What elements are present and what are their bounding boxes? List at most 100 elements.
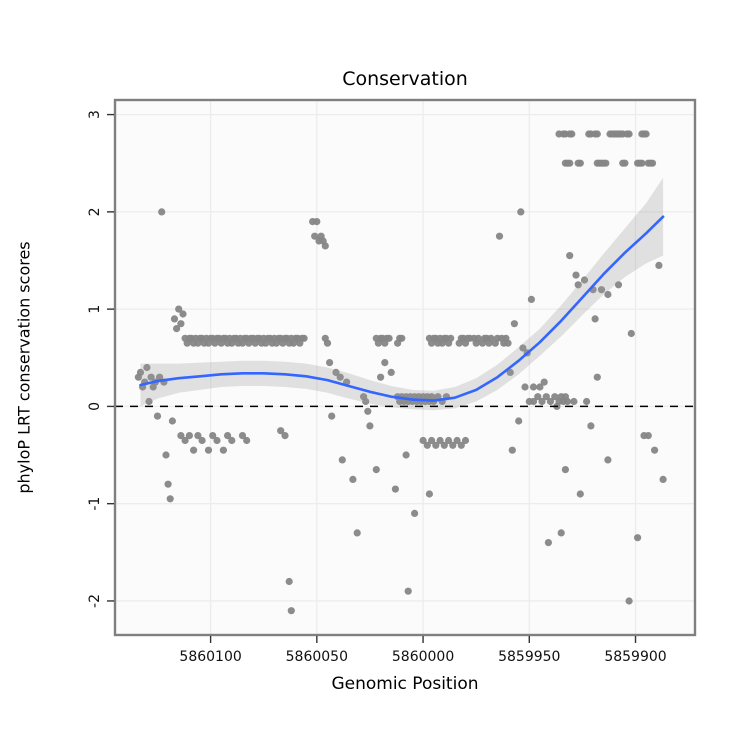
data-point	[209, 432, 217, 440]
data-point	[158, 208, 166, 216]
data-point	[277, 427, 285, 435]
data-point	[614, 281, 623, 289]
panel-border	[113, 98, 697, 637]
data-point	[391, 485, 399, 493]
data-point	[398, 334, 406, 342]
data-point	[544, 539, 553, 547]
data-point	[591, 315, 599, 323]
data-point	[353, 529, 361, 537]
data-point	[576, 159, 584, 167]
data-point	[321, 242, 329, 250]
data-point	[162, 451, 170, 459]
data-point	[364, 407, 372, 415]
data-point	[593, 373, 601, 381]
data-point	[566, 159, 574, 167]
data-point	[228, 436, 236, 445]
data-point	[213, 436, 221, 445]
data-point	[177, 432, 185, 440]
data-point	[642, 130, 650, 138]
data-point	[164, 480, 172, 488]
x-axis-title: Genomic Position	[331, 674, 479, 694]
data-point	[536, 383, 544, 391]
smooth-line	[139, 215, 665, 402]
data-point	[540, 378, 548, 386]
chart-title: Conservation	[342, 68, 468, 90]
data-point	[648, 159, 657, 167]
y-tick-label: 2	[87, 207, 103, 216]
data-point	[204, 446, 213, 454]
data-point	[597, 286, 606, 294]
data-point	[404, 587, 412, 595]
data-point	[181, 436, 189, 445]
x-tick-label: 5860100	[179, 649, 241, 665]
x-tick-label: 5859950	[498, 649, 560, 665]
data-point	[602, 159, 610, 167]
data-point	[425, 490, 433, 498]
data-point	[281, 432, 289, 440]
data-point	[362, 397, 370, 406]
data-point	[224, 432, 232, 440]
plot-panel	[115, 100, 695, 635]
confidence-ribbon	[140, 177, 664, 411]
data-point	[419, 436, 427, 445]
y-tick-label: -2	[87, 594, 103, 608]
data-point	[147, 373, 155, 381]
data-point	[521, 383, 529, 391]
data-point	[627, 329, 635, 338]
data-point	[372, 466, 380, 474]
data-point	[587, 422, 595, 430]
data-point	[457, 441, 465, 449]
data-point	[381, 359, 389, 367]
data-point	[332, 368, 340, 376]
data-point	[527, 295, 536, 303]
data-point	[570, 397, 578, 406]
data-point	[175, 305, 183, 313]
data-point	[449, 441, 457, 449]
data-point	[445, 436, 453, 445]
data-point	[153, 412, 162, 420]
data-point	[447, 334, 455, 342]
data-point	[574, 281, 582, 289]
data-point	[566, 252, 574, 260]
data-point	[651, 446, 659, 454]
data-point	[593, 130, 601, 138]
data-point	[517, 208, 525, 216]
data-point	[634, 534, 642, 542]
y-tick-label: -1	[87, 497, 103, 511]
data-point	[336, 373, 344, 381]
data-point	[238, 432, 247, 440]
data-point	[621, 159, 629, 167]
data-point	[440, 441, 448, 449]
data-point	[580, 276, 589, 284]
x-tick-label: 5860000	[392, 649, 454, 665]
data-point	[604, 456, 612, 464]
data-point	[185, 432, 193, 440]
data-point	[604, 290, 612, 299]
data-point	[510, 320, 518, 328]
data-point	[387, 368, 395, 376]
data-point	[461, 436, 470, 445]
data-point	[385, 334, 393, 342]
data-point	[338, 456, 346, 464]
data-point	[423, 441, 431, 449]
data-point	[453, 436, 461, 445]
data-point	[366, 422, 374, 430]
y-tick-label: 0	[87, 402, 103, 411]
data-point	[190, 446, 198, 454]
data-point	[638, 159, 646, 167]
data-point	[377, 373, 385, 381]
data-point	[323, 339, 332, 347]
data-point	[519, 344, 527, 352]
data-point	[568, 130, 576, 138]
data-point	[655, 261, 663, 269]
data-point	[198, 436, 206, 445]
data-point	[572, 271, 580, 279]
data-point	[168, 417, 176, 425]
y-tick-label: 3	[87, 110, 103, 119]
data-point	[311, 232, 319, 240]
x-tick-label: 5859900	[604, 649, 666, 665]
data-point	[495, 232, 504, 240]
data-point	[504, 339, 512, 347]
